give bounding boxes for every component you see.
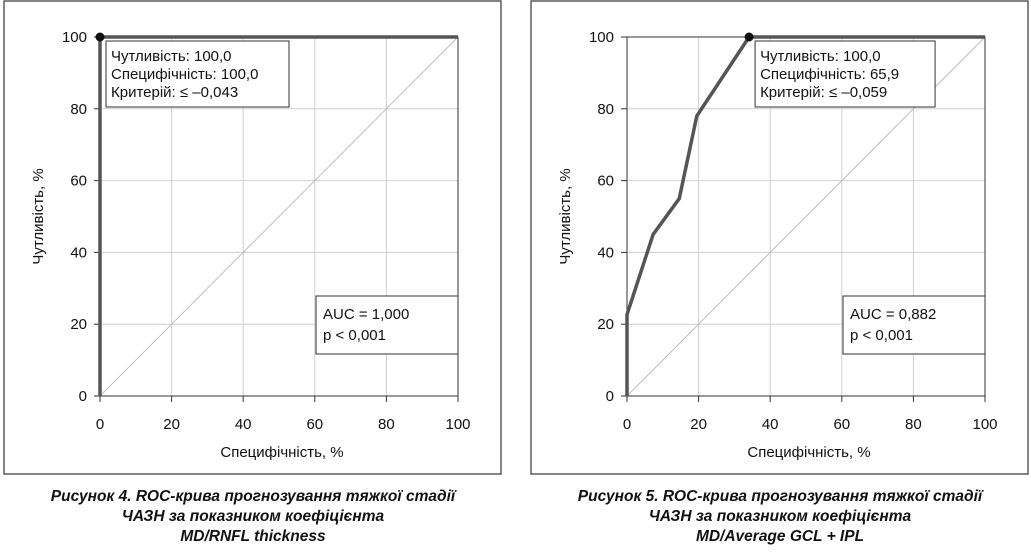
x-axis: 0 20 40 60 80 100 [623,396,998,433]
x-tick-label: 40 [235,416,252,433]
stats-box [315,295,459,355]
x-axis: 0 20 40 60 80 100 [96,396,471,433]
y-tick-label: 40 [597,244,614,261]
x-tick-label: 0 [96,416,104,433]
y-tick-label: 0 [606,388,614,405]
x-tick-label: 60 [833,416,850,433]
optimal-point [744,32,754,42]
annotation-line: Чутливість: 100,0 [111,48,232,65]
x-axis-label: Специфічність, % [220,444,343,461]
annotation-box [754,40,936,108]
x-tick-label: 100 [972,416,997,433]
caption-line-2: ЧАЗН за показником коефіцієнта [121,508,385,525]
y-tick-label: 100 [62,29,87,46]
x-tick-label: 80 [905,416,922,433]
x-tick-label: 40 [762,416,779,433]
x-tick-label: 60 [306,416,323,433]
reference-line [99,36,459,397]
annotation-line: Критерій: ≤ –0,043 [111,84,238,101]
x-tick-label: 80 [378,416,395,433]
y-tick-label: 20 [597,316,614,333]
roc-chart-1: 0 20 40 60 80 100 0 20 40 60 80 100 Специфічність, %… [3,0,502,475]
roc-chart-2: 0 20 40 60 80 100 0 20 40 60 80 100 Специфічність, %… [530,0,1029,475]
stats-line: AUC = 0,882 [850,306,936,323]
x-tick-label: 0 [623,416,631,433]
y-tick-label: 100 [589,29,614,46]
chart-panel-1: 0 20 40 60 80 100 0 20 40 60 80 100 Специфічність, %… [3,0,503,552]
annotation-line: Специфічність: 100,0 [111,66,258,83]
annotation-line: Специфічність: 65,9 [760,66,899,83]
caption-line-1: Рисунок 5. ROC-крива прогнозування тяжко… [577,488,983,505]
caption-line-1: Рисунок 4. ROC-крива прогнозування тяжко… [50,488,456,505]
y-tick-label: 60 [70,173,87,190]
y-axis: 0 20 40 60 80 100 [589,29,627,405]
auc-stats: AUC = 1,000 p < 0,001 [315,295,459,355]
caption-line-2: ЧАЗН за показником коефіцієнта [648,508,912,525]
figure-caption-2: Рисунок 5. ROC-крива прогнозування тяжко… [530,487,1030,547]
x-tick-label: 20 [690,416,707,433]
caption-line-3: MD/Average GCL + IPL [695,528,865,545]
chart-panel-2: 0 20 40 60 80 100 0 20 40 60 80 100 Специфічність, %… [530,0,1030,552]
stats-box [842,295,986,355]
stats-line: p < 0,001 [323,327,386,344]
x-axis-label: Специфічність, % [747,444,870,461]
stats-line: AUC = 1,000 [323,306,409,323]
annotation-line: Чутливість: 100,0 [760,48,881,65]
outer-frame [3,0,502,475]
y-axis-label: Чутливість, % [30,168,47,264]
y-axis-label: Чутливість, % [557,168,574,264]
stats-line: p < 0,001 [850,327,913,344]
y-tick-label: 80 [597,101,614,118]
y-tick-label: 20 [70,316,87,333]
figure-caption-1: Рисунок 4. ROC-крива прогнозування тяжко… [3,487,503,547]
y-tick-label: 80 [70,101,87,118]
caption-line-3: MD/RNFL thickness [180,528,326,545]
x-tick-label: 20 [163,416,180,433]
auc-stats: AUC = 0,882 p < 0,001 [842,295,986,355]
annotation-line: Критерій: ≤ –0,059 [760,84,887,101]
optimal-point [95,32,105,42]
y-axis: 0 20 40 60 80 100 [62,29,100,405]
y-tick-label: 60 [597,173,614,190]
annotation-box [105,40,290,108]
y-tick-label: 40 [70,244,87,261]
x-tick-label: 100 [445,416,470,433]
outer-frame [530,0,1029,475]
y-tick-label: 0 [79,388,87,405]
